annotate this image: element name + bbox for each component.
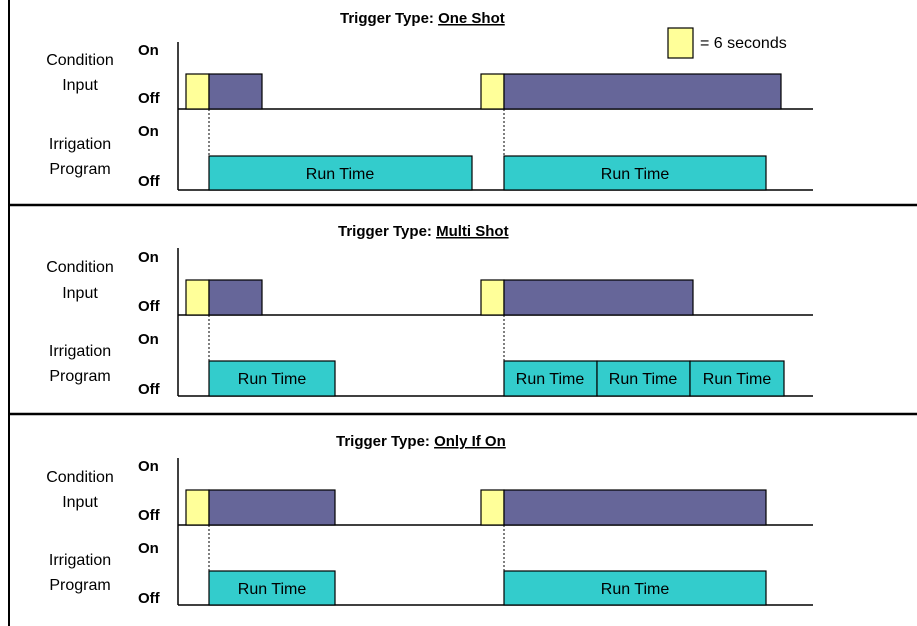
run-time-bar <box>208 570 336 606</box>
run-time-label: Run Time <box>306 166 375 183</box>
off-label: Off <box>138 507 161 524</box>
run-time-label: Run Time <box>601 166 670 183</box>
on-label: On <box>138 123 159 140</box>
condition-on-block <box>503 489 767 526</box>
irrigation-program-label: Program <box>49 161 110 178</box>
trigger-type-name: Multi Shot <box>436 223 508 240</box>
on-label: On <box>138 42 159 59</box>
trigger-delay-block <box>185 489 210 526</box>
trigger-delay-block <box>185 73 210 110</box>
panel-multi-shot: Trigger Type: Multi Shot Condition Input… <box>46 223 813 398</box>
trigger-delay-block <box>480 279 505 316</box>
condition-input-label: Condition <box>46 52 114 69</box>
run-time-bar <box>689 360 785 397</box>
run-time-label: Run Time <box>238 371 307 388</box>
irrigation-program-label: Irrigation <box>49 136 111 153</box>
off-label: Off <box>138 381 161 398</box>
run-time-bar <box>208 155 473 191</box>
run-time-label: Run Time <box>516 371 585 388</box>
panel-title: Trigger Type: One Shot <box>340 10 505 27</box>
irrigation-program-label: Irrigation <box>49 343 111 360</box>
trigger-delay-block <box>185 279 210 316</box>
panel-title: Trigger Type: Only If On <box>336 433 506 450</box>
on-label: On <box>138 331 159 348</box>
trigger-type-name: Only If On <box>434 433 506 450</box>
legend-swatch <box>667 27 694 59</box>
condition-input-label: Input <box>62 77 98 94</box>
run-time-bar <box>208 360 336 397</box>
run-time-label: Run Time <box>238 581 307 598</box>
panel-only-if-on: Trigger Type: Only If On Condition Input… <box>46 433 813 607</box>
condition-on-block <box>208 279 263 316</box>
irrigation-program-label: Program <box>49 577 110 594</box>
run-time-bar <box>503 155 767 191</box>
on-label: On <box>138 540 159 557</box>
irrigation-program-label: Irrigation <box>49 552 111 569</box>
run-time-bar <box>596 360 691 397</box>
condition-input-label: Condition <box>46 469 114 486</box>
panel-title: Trigger Type: Multi Shot <box>338 223 509 240</box>
condition-on-block <box>208 489 336 526</box>
on-label: On <box>138 249 159 266</box>
off-label: Off <box>138 173 161 190</box>
condition-on-block <box>503 73 782 110</box>
trigger-delay-block <box>480 73 505 110</box>
trigger-delay-block <box>480 489 505 526</box>
run-time-label: Run Time <box>609 371 678 388</box>
run-time-label: Run Time <box>703 371 772 388</box>
condition-on-block <box>208 73 263 110</box>
irrigation-program-label: Program <box>49 368 110 385</box>
off-label: Off <box>138 590 161 607</box>
condition-input-label: Input <box>62 494 98 511</box>
run-time-bar <box>503 360 598 397</box>
off-label: Off <box>138 90 161 107</box>
off-label: Off <box>138 298 161 315</box>
condition-input-label: Condition <box>46 259 114 276</box>
trigger-type-name: One Shot <box>438 10 505 27</box>
condition-on-block <box>503 279 694 316</box>
condition-input-label: Input <box>62 285 98 302</box>
panel-one-shot: Trigger Type: One Shot Condition Input I… <box>46 10 813 191</box>
legend-label: = 6 seconds <box>700 35 787 52</box>
on-label: On <box>138 458 159 475</box>
run-time-bar <box>503 570 767 606</box>
run-time-label: Run Time <box>601 581 670 598</box>
